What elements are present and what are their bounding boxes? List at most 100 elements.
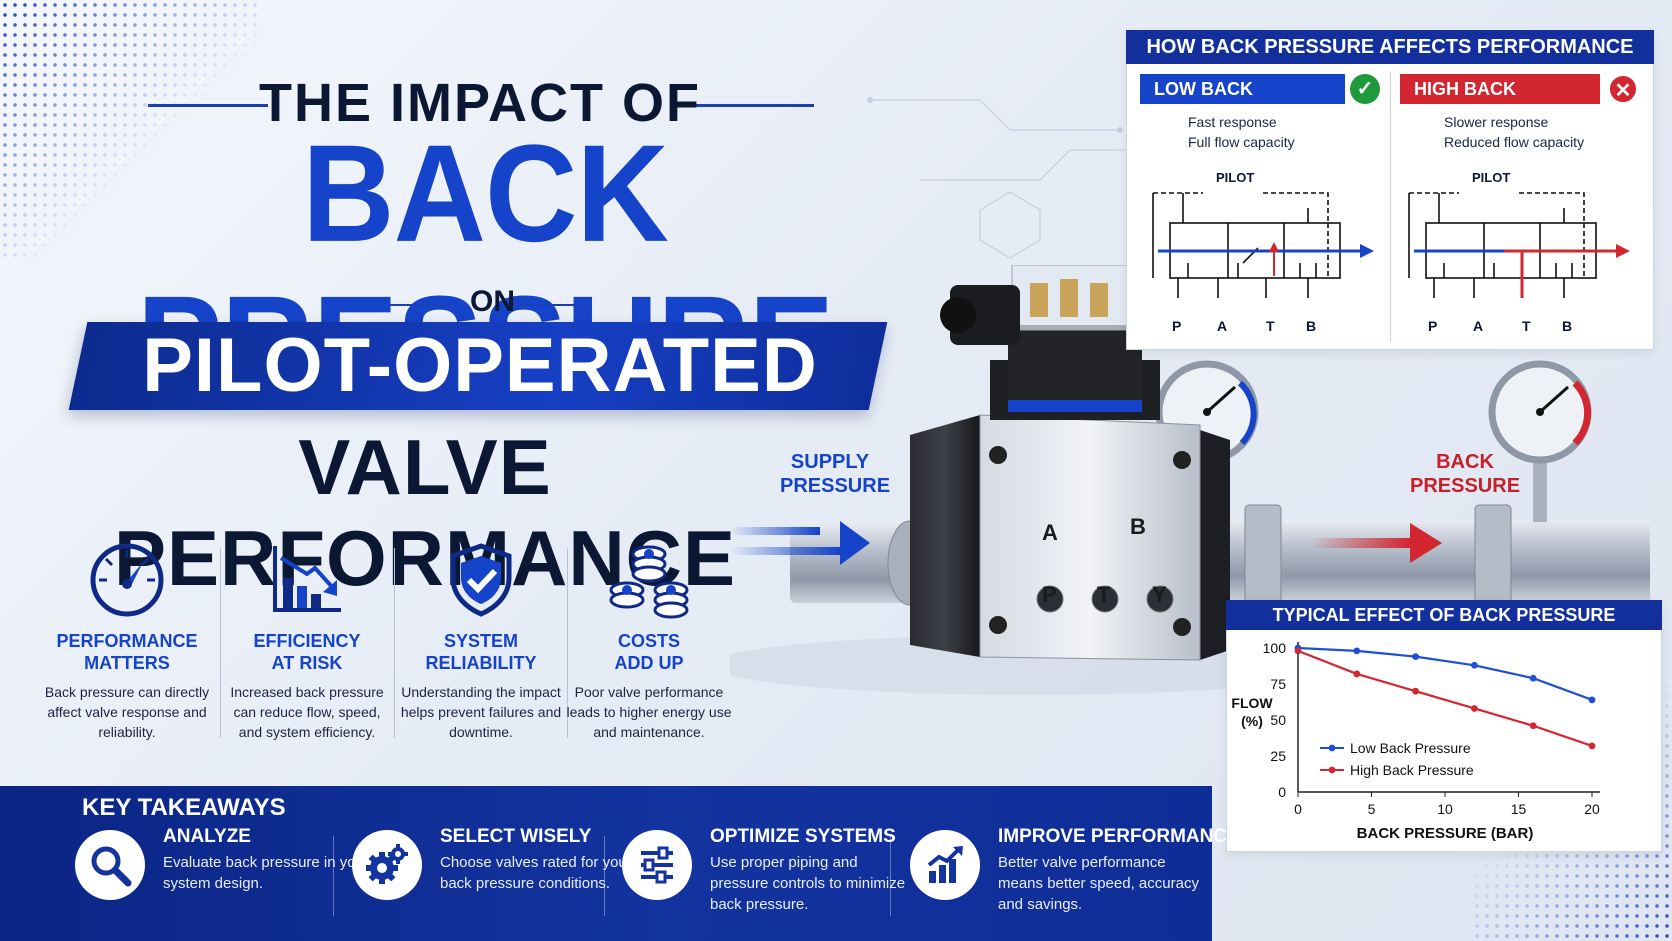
title-rule-left (148, 104, 268, 107)
card-heading: RELIABILITY (425, 653, 537, 673)
x-tick-label: 15 (1511, 801, 1527, 817)
port-label: P (1172, 318, 1182, 334)
x-tick-label: 20 (1584, 801, 1600, 817)
takeaway-optimize: OPTIMIZE SYSTEMS Use proper piping and p… (622, 826, 912, 926)
takeaway-improve: IMPROVE PERFORMANCE Better valve perform… (910, 826, 1240, 926)
data-point (1588, 696, 1596, 704)
card-efficiency: EFFICIENCY AT RISK Increased back pressur… (222, 540, 392, 742)
title-rule-on-right (520, 304, 580, 306)
valve-port-b: B (1130, 514, 1146, 539)
takeaway-heading: ANALYZE (163, 826, 251, 847)
chart-title: TYPICAL EFFECT OF BACK PRESSURE (1226, 600, 1662, 630)
key-takeaways-title: KEY TAKEAWAYS (82, 794, 286, 821)
card-heading: COSTS (617, 631, 680, 651)
takeaway-heading: IMPROVE PERFORMANCE (998, 826, 1240, 847)
series-line-1 (1297, 649, 1593, 747)
comparison-title: HOW BACK PRESSURE AFFECTS PERFORMANCE (1126, 30, 1654, 64)
y-axis-label: (%) (1241, 713, 1263, 729)
legend-label: High Back Pressure (1350, 762, 1474, 778)
data-point (1529, 674, 1537, 682)
y-tick-label: 50 (1270, 712, 1286, 728)
divider (890, 836, 891, 916)
takeaway-body: Evaluate back pressure in your system de… (163, 854, 369, 892)
x-tick-label: 5 (1368, 801, 1376, 817)
sliders-icon (622, 830, 692, 900)
shield-check-icon (396, 540, 566, 620)
y-tick-label: 75 (1270, 676, 1286, 692)
card-heading: EFFICIENCY (253, 631, 361, 651)
supply-pressure-label: SUPPLY PRESSURE (780, 451, 891, 497)
magnifier-icon (75, 830, 145, 900)
low-back-pressure-tag: LOW BACK PRESSURE (1140, 74, 1345, 129)
port-label: A (1473, 318, 1484, 334)
data-point (1294, 647, 1302, 655)
port-label: T (1522, 318, 1531, 334)
takeaway-body: Better valve performance means better sp… (998, 854, 1199, 913)
check-icon: ✓ (1350, 74, 1380, 104)
takeaway-body: Use proper piping and pressure controls … (710, 854, 906, 913)
card-heading: PERFORMANCE (56, 631, 198, 651)
flow-chart: 0 25 50 75 100 0 5 10 15 20 BACK PRESSURE (BAR) FLO… (1231, 640, 1600, 842)
port-label: T (1266, 318, 1275, 334)
title-line1: THE IMPACT OF (259, 73, 701, 133)
card-body: Increased back pressure can reduce flow,… (230, 684, 384, 740)
takeaway-body: Choose valves rated for your back pressu… (440, 854, 632, 892)
card-performance: PERFORMANCE MATTERS Back pressure can dir… (42, 540, 212, 742)
valve-illustration (730, 265, 1650, 695)
y-tick-label: 100 (1263, 640, 1287, 656)
y-tick-label: 25 (1270, 748, 1286, 764)
takeaway-heading: SELECT WISELY (440, 826, 592, 847)
back-pressure-label: BACK PRESSURE (1410, 451, 1521, 497)
data-point (1353, 670, 1361, 678)
y-axis-label: FLOW (1231, 695, 1273, 711)
title-rule-right (694, 104, 814, 107)
high-back-pressure-tag: HIGH BACK PRESSURE (1400, 74, 1600, 129)
coin-stack-icon (564, 540, 734, 620)
data-point (1353, 647, 1361, 655)
divider (604, 836, 605, 916)
growth-chart-icon (910, 830, 980, 900)
divider (394, 548, 395, 738)
x-tick-label: 0 (1294, 801, 1302, 817)
card-heading: AT RISK (271, 653, 343, 673)
key-takeaways-bar (0, 786, 1212, 941)
low-description: Fast response Full flow capacity (1188, 114, 1295, 150)
port-label: P (1428, 318, 1438, 334)
x-axis-label: BACK PRESSURE (BAR) (1357, 825, 1534, 842)
title-rule-on-left (390, 304, 450, 306)
divider (1390, 72, 1391, 342)
data-point (1412, 687, 1419, 695)
high-description: Slower response Reduced flow capacity (1444, 114, 1585, 150)
port-label: B (1562, 318, 1573, 334)
card-heading: ADD UP (614, 653, 684, 673)
cross-icon: ✕ (1608, 74, 1638, 104)
card-body: Back pressure can directly affect valve … (44, 684, 210, 740)
speedometer-icon (42, 540, 212, 620)
legend-marker (1328, 766, 1336, 774)
title-connector: ON (470, 285, 515, 318)
valve-port-p: P (1042, 582, 1057, 607)
card-reliability: SYSTEM RELIABILITY Understanding the impa… (396, 540, 566, 742)
card-body: Understanding the impact helps prevent f… (400, 684, 562, 740)
takeaway-heading: OPTIMIZE SYSTEMS (710, 826, 896, 847)
card-body: Poor valve performance leads to higher e… (566, 684, 732, 740)
declining-bar-chart-icon (222, 540, 392, 620)
halftone-decoration (0, 0, 260, 260)
series-line-0 (1297, 646, 1593, 701)
legend-label: Low Back Pressure (1350, 740, 1471, 756)
takeaway-select: SELECT WISELY Choose valves rated for yo… (352, 826, 632, 926)
card-heading: MATTERS (84, 653, 170, 673)
takeaway-analyze: ANALYZE Evaluate back pressure in your s… (75, 826, 369, 926)
data-point (1529, 722, 1537, 730)
high-schematic-diagram (1408, 192, 1630, 298)
divider (333, 836, 334, 916)
valve-port-t: T (1097, 582, 1111, 607)
valve-port-a: A (1042, 520, 1058, 545)
divider (567, 548, 568, 738)
port-label: B (1306, 318, 1317, 334)
legend-marker (1328, 744, 1336, 752)
card-costs: COSTS ADD UP Poor valve performance leads… (564, 540, 734, 742)
pilot-label: PILOT (1216, 170, 1255, 185)
data-point (1412, 653, 1419, 661)
data-point (1471, 705, 1478, 712)
